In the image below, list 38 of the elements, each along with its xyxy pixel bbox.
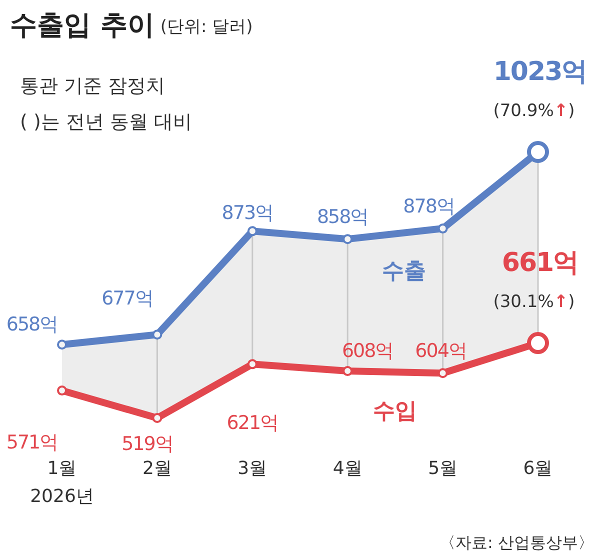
point — [342, 366, 353, 376]
annotation: (70.9%↑) — [493, 101, 575, 121]
point — [247, 226, 258, 236]
data-label: 858억 — [316, 206, 368, 228]
data-label: 658억 — [6, 314, 58, 336]
chart-title: 수출입 추이 — [10, 10, 154, 41]
point — [438, 224, 448, 234]
text: 2026년 — [30, 486, 94, 507]
data-label: 571억 — [6, 432, 58, 454]
series-label: 수입 — [373, 399, 417, 424]
data-label: 519억 — [122, 433, 173, 455]
data-label: 604억 — [415, 340, 466, 362]
point — [438, 368, 448, 378]
data-label: 677억 — [102, 288, 153, 310]
x-tick-label: 1월 — [47, 458, 77, 479]
data-label: 1023억 — [493, 57, 587, 87]
point — [342, 234, 353, 244]
x-tick-label: 6월 — [523, 458, 553, 479]
x-tick-label: 2월 — [142, 458, 172, 479]
chart-subtitle: (단위: 달러) — [160, 17, 253, 37]
point — [152, 330, 162, 340]
annotation: (30.1%↑) — [493, 292, 575, 312]
point — [57, 340, 67, 350]
text: 통관 기준 잠정치 — [20, 75, 166, 97]
x-tick-label: 3월 — [238, 458, 268, 479]
data-label: 621억 — [226, 412, 278, 434]
data-label: 661억 — [502, 248, 578, 278]
x-tick-label: 4월 — [332, 458, 362, 479]
text: 〈자료: 산업통상부〉 — [440, 533, 594, 552]
point — [57, 386, 67, 396]
text: ( )는 전년 동월 대비 — [20, 111, 192, 133]
series-label: 수출 — [382, 259, 426, 284]
data-label: 878억 — [403, 196, 454, 218]
data-label: 873억 — [222, 202, 274, 224]
point — [152, 413, 162, 423]
x-tick-label: 5월 — [428, 458, 458, 479]
point — [247, 359, 258, 370]
data-label: 608억 — [342, 340, 394, 362]
